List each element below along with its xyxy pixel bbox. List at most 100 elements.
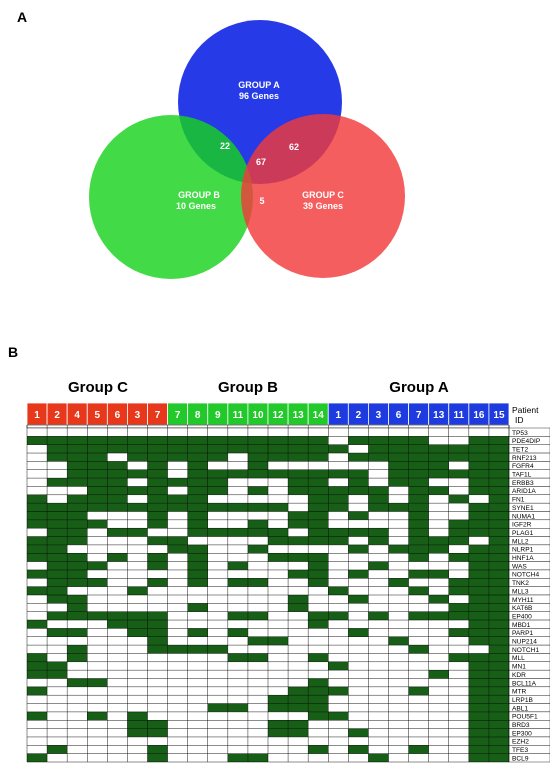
mutation-cell-absent	[328, 478, 349, 487]
grid-lines	[26, 425, 510, 763]
mutation-cell-absent	[107, 595, 128, 604]
mutation-cell-present	[268, 636, 289, 646]
mutation-cell-present	[247, 486, 268, 495]
patient-id-label: 6	[115, 410, 121, 421]
mutation-cell-present	[408, 469, 429, 479]
mutation-cell-present	[127, 469, 148, 479]
mutation-cell-absent	[448, 620, 469, 629]
mutation-cell-absent	[268, 678, 289, 687]
mutation-cell-absent	[167, 620, 188, 629]
mutation-cell-absent	[167, 578, 188, 587]
mutation-cell-present	[187, 553, 208, 562]
mutation-cell-absent	[87, 536, 108, 545]
mutation-cell-absent	[328, 595, 349, 604]
mutation-cell-present	[308, 553, 329, 562]
mutation-cell-present	[448, 578, 469, 587]
patient-id-label: 1	[336, 410, 342, 421]
mutation-cell-absent	[268, 753, 289, 762]
mutation-cell-absent	[247, 645, 268, 654]
mutation-cell-absent	[87, 645, 108, 654]
mutation-cell-absent	[167, 686, 188, 696]
mutation-cell-present	[67, 503, 88, 512]
mutation-cell-present	[207, 486, 228, 495]
mutation-cell-absent	[167, 661, 188, 671]
mutation-cell-present	[27, 436, 48, 445]
mutation-cell-present	[247, 461, 268, 470]
mutation-cell-absent	[167, 720, 188, 729]
mutation-cell-absent	[187, 620, 208, 629]
mutation-cell-absent	[107, 578, 128, 587]
mutation-cell-absent	[408, 753, 429, 762]
mutation-cell-present	[488, 611, 509, 621]
mutation-cell-absent	[408, 578, 429, 587]
venn-overlap-abc: 67	[256, 157, 266, 167]
mutation-cell-absent	[147, 544, 168, 554]
mutation-cell-absent	[368, 578, 389, 587]
mutation-cell-absent	[348, 678, 369, 687]
mutation-cell-absent	[247, 553, 268, 562]
mutation-cell-absent	[448, 569, 469, 579]
mutation-cell-present	[147, 636, 168, 646]
mutation-cell-absent	[67, 670, 88, 679]
mutation-cell-present	[368, 536, 389, 545]
mutation-cell-absent	[67, 686, 88, 696]
mutation-cell-absent	[368, 569, 389, 579]
mutation-cell-present	[67, 478, 88, 487]
mutation-cell-present	[308, 561, 329, 570]
mutation-cell-present	[288, 436, 309, 445]
mutation-cell-present	[468, 711, 489, 721]
mutation-cell-absent	[448, 736, 469, 746]
mutation-cell-absent	[187, 686, 208, 696]
mutation-cell-absent	[308, 595, 329, 604]
mutation-cell-absent	[47, 728, 68, 737]
mutation-cell-absent	[368, 736, 389, 746]
mutation-cell-absent	[348, 503, 369, 512]
mutation-cell-present	[288, 469, 309, 479]
mutation-cell-present	[488, 595, 509, 604]
patient-id-label: 8	[195, 410, 201, 421]
mutation-cell-absent	[428, 686, 449, 696]
patient-id-label: 3	[135, 410, 141, 421]
mutation-cell-present	[87, 503, 108, 512]
mutation-cell-absent	[388, 511, 409, 520]
mutation-cell-present	[147, 728, 168, 737]
mutation-cell-absent	[308, 728, 329, 737]
mutation-cell-absent	[368, 511, 389, 520]
mutation-cell-present	[348, 745, 369, 754]
mutation-cell-absent	[107, 536, 128, 545]
mutation-cell-present	[468, 561, 489, 570]
mutation-cell-absent	[368, 703, 389, 712]
mutation-cell-present	[288, 686, 309, 696]
mutation-cell-present	[408, 461, 429, 470]
venn-overlap-ac: 62	[289, 142, 299, 152]
patient-id-label: 13	[433, 410, 445, 421]
mutation-cell-absent	[107, 636, 128, 646]
mutation-cell-absent	[288, 628, 309, 637]
mutation-cell-absent	[187, 736, 208, 746]
mutation-cell-present	[67, 444, 88, 454]
mutation-cell-absent	[268, 611, 289, 621]
mutation-cell-absent	[468, 536, 489, 545]
mutation-cell-absent	[227, 686, 248, 696]
mutation-cell-absent	[167, 461, 188, 470]
mutation-cell-absent	[227, 428, 248, 437]
mutation-cell-present	[388, 578, 409, 587]
mutation-cell-present	[187, 486, 208, 495]
mutation-cell-absent	[107, 511, 128, 520]
mutation-cell-absent	[328, 703, 349, 712]
mutation-cell-absent	[187, 695, 208, 704]
mutation-cell-present	[247, 503, 268, 512]
mutation-cell-present	[348, 544, 369, 554]
mutation-cell-absent	[27, 578, 48, 587]
mutation-cell-present	[288, 511, 309, 520]
mutation-cell-absent	[167, 695, 188, 704]
group-a-title: Group A	[389, 379, 449, 396]
mutation-cell-absent	[27, 636, 48, 646]
mutation-cell-absent	[107, 736, 128, 746]
mutation-cell-present	[27, 753, 48, 762]
mutation-cell-present	[247, 528, 268, 537]
mutation-cell-absent	[47, 645, 68, 654]
mutation-cell-absent	[227, 661, 248, 671]
mutation-cell-absent	[127, 494, 148, 504]
